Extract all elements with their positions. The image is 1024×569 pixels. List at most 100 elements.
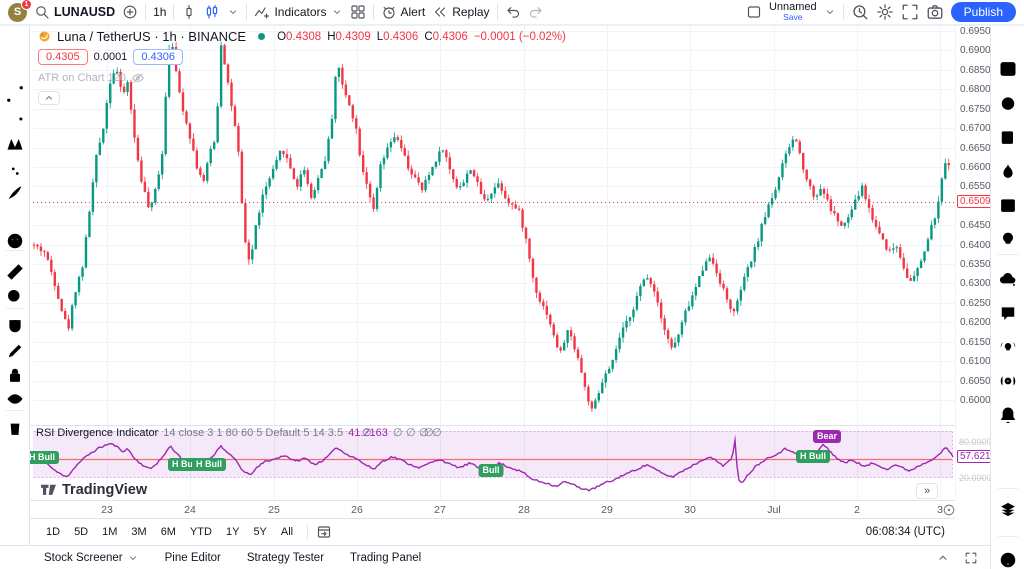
- right-sidebar: [990, 26, 1024, 569]
- chevron-down-icon[interactable]: [824, 6, 836, 18]
- current-price-label: 0.6509: [957, 195, 994, 209]
- undo-icon[interactable]: [505, 4, 521, 20]
- emoji-tool-button[interactable]: [5, 231, 25, 251]
- range-1d-button[interactable]: 1D: [46, 526, 61, 538]
- goto-date-icon[interactable]: [316, 524, 332, 540]
- hotlists-button[interactable]: [998, 161, 1018, 181]
- indicators-button[interactable]: Indicators: [254, 4, 342, 20]
- trading-panel-tab[interactable]: Trading Panel: [350, 551, 422, 564]
- crosshair-tool-button[interactable]: [5, 59, 25, 79]
- remove-drawings-tool-button[interactable]: [5, 418, 25, 438]
- help-button[interactable]: [998, 550, 1018, 569]
- strategy-tester-tab[interactable]: Strategy Tester: [246, 551, 325, 564]
- chart-pane[interactable]: [30, 26, 955, 500]
- divergence-marker-bull[interactable]: H Bull: [796, 450, 830, 463]
- time-tick: 30: [684, 504, 696, 516]
- rsi-indicator-legend[interactable]: RSI Divergence Indicator 14 close 3 1 80…: [36, 426, 442, 439]
- quick-search-icon[interactable]: [851, 3, 869, 21]
- scroll-right-button[interactable]: »: [916, 483, 938, 499]
- toolbar-divider: [6, 250, 24, 251]
- symbol-search-button[interactable]: LUNAUSD: [34, 4, 115, 20]
- range-5y-button[interactable]: 5Y: [253, 526, 267, 538]
- symbol-name: LUNAUSD: [54, 5, 116, 19]
- range-1m-button[interactable]: 1M: [102, 526, 118, 538]
- range-ytd-button[interactable]: YTD: [189, 526, 212, 538]
- redo-icon[interactable]: [528, 4, 544, 20]
- range-5d-button[interactable]: 5D: [74, 526, 89, 538]
- minds-button[interactable]: [998, 269, 1018, 289]
- alerts-button[interactable]: [998, 93, 1018, 113]
- range-all-button[interactable]: All: [280, 526, 294, 538]
- ruler-tool-button[interactable]: [5, 262, 25, 282]
- zoom-in-tool-button[interactable]: [5, 287, 25, 307]
- time-axis[interactable]: 23 24 25 26 27 28 29 30 Jul 2 3: [30, 500, 955, 518]
- xabcd-pattern-tool-button[interactable]: [5, 134, 25, 154]
- calendar-button[interactable]: [998, 195, 1018, 215]
- atr-indicator-label[interactable]: ATR on Chart 120: [38, 72, 126, 84]
- time-tick: 26: [351, 504, 363, 516]
- lock-all-tool-button[interactable]: [5, 365, 25, 385]
- trend-line-tool-button[interactable]: [5, 84, 25, 104]
- clock-utc[interactable]: 06:08:34 (UTC): [865, 526, 945, 538]
- divergence-marker-bull[interactable]: H Bull: [25, 451, 59, 464]
- bar-style-icon[interactable]: [181, 4, 197, 20]
- ideas-button[interactable]: [998, 229, 1018, 249]
- indicator-hidden-eye-icon[interactable]: [131, 71, 145, 85]
- tradingview-watermark[interactable]: TradingView: [40, 481, 147, 498]
- legend-collapse-button[interactable]: [38, 91, 60, 105]
- legend-symbol-title[interactable]: Luna / TetherUS · 1h · BINANCE: [57, 29, 247, 44]
- range-3m-button[interactable]: 3M: [131, 526, 147, 538]
- fullscreen-icon[interactable]: [901, 3, 919, 21]
- streams-button[interactable]: [998, 371, 1018, 391]
- text-tool-button[interactable]: [5, 207, 25, 227]
- divergence-marker-bull[interactable]: Bull: [478, 464, 504, 477]
- object-tree-button[interactable]: [998, 500, 1018, 520]
- edit-lock-tool-button[interactable]: [5, 341, 25, 361]
- expand-panel-icon[interactable]: [936, 551, 950, 565]
- price-tick: 0.6400: [960, 239, 991, 251]
- replay-button[interactable]: Replay: [432, 4, 490, 20]
- user-avatar[interactable]: S 1: [8, 0, 32, 22]
- sell-price-button[interactable]: 0.4305: [38, 49, 88, 65]
- maximize-panel-icon[interactable]: [964, 551, 978, 565]
- avatar-initial: S: [13, 6, 22, 18]
- price-tick: 0.6850: [960, 64, 991, 76]
- snapshot-camera-icon[interactable]: [926, 3, 944, 21]
- layout-templates-icon[interactable]: [350, 4, 366, 20]
- select-layout-icon[interactable]: [746, 4, 762, 20]
- range-6m-button[interactable]: 6M: [160, 526, 176, 538]
- rsi-band-tick: 20.0000: [959, 473, 992, 483]
- scroll-to-realtime-icon[interactable]: [942, 503, 956, 517]
- divergence-marker-bull[interactable]: H Bull: [192, 458, 226, 471]
- toolbar-divider: [145, 4, 147, 20]
- interval-button[interactable]: 1h: [153, 5, 167, 19]
- brush-tool-button[interactable]: [5, 183, 25, 203]
- hide-all-tool-button[interactable]: [5, 389, 25, 409]
- settings-gear-icon[interactable]: [876, 3, 894, 21]
- alert-button[interactable]: Alert: [381, 4, 425, 20]
- publish-button[interactable]: Publish: [950, 2, 1016, 22]
- time-tick: 25: [268, 504, 280, 516]
- price-axis[interactable]: 0.6950 0.6900 0.6850 0.6800 0.6750 0.6700 0.66…: [955, 26, 999, 500]
- save-layout-button[interactable]: Unnamed Save: [769, 2, 817, 22]
- pine-editor-tab[interactable]: Pine Editor: [164, 551, 221, 564]
- divergence-marker-bear[interactable]: Bear: [812, 430, 842, 443]
- candlestick-chart-canvas[interactable]: [30, 26, 955, 500]
- candles-style-icon[interactable]: [204, 4, 220, 20]
- ideas-stream-button[interactable]: [998, 337, 1018, 357]
- compare-add-symbol-icon[interactable]: [122, 4, 138, 20]
- magnet-tool-button[interactable]: [5, 317, 25, 337]
- range-1y-button[interactable]: 1Y: [225, 526, 240, 538]
- chat-button[interactable]: [998, 303, 1018, 323]
- search-icon: [34, 4, 50, 20]
- fib-retracement-tool-button[interactable]: [5, 109, 25, 129]
- stock-screener-tab[interactable]: Stock Screener: [44, 552, 139, 564]
- buy-price-button[interactable]: 0.4306: [133, 49, 183, 65]
- rsi-title: RSI Divergence Indicator: [36, 426, 159, 439]
- notes-button[interactable]: [998, 127, 1018, 147]
- forecast-tool-button[interactable]: [5, 159, 25, 179]
- notifications-button[interactable]: [998, 405, 1018, 425]
- market-status-dot[interactable]: [258, 33, 266, 40]
- chevron-down-icon[interactable]: [227, 6, 239, 18]
- watchlist-button[interactable]: [998, 59, 1018, 79]
